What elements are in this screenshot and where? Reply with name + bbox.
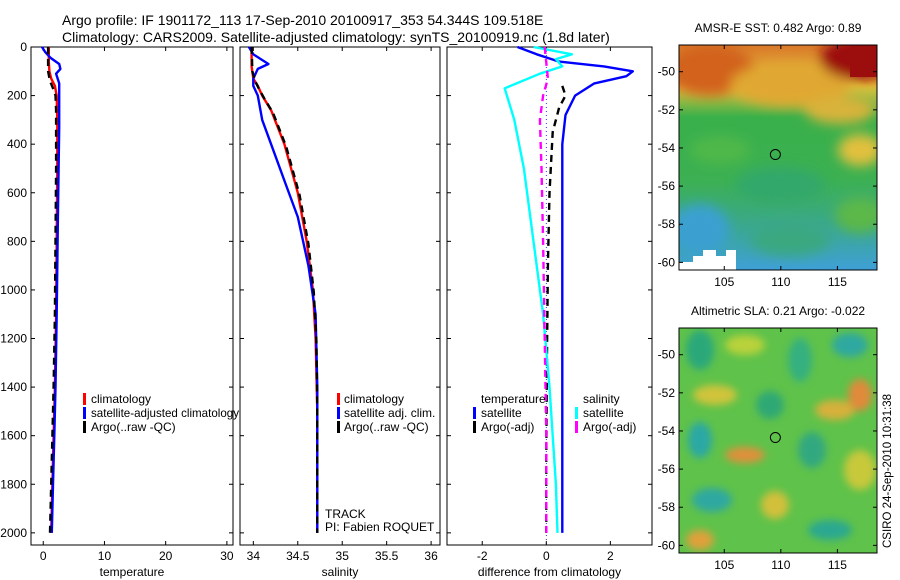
y-tick-label: 800	[7, 234, 27, 248]
sst_map-argo-location-marker	[769, 149, 781, 161]
y-tick-label: -50	[658, 348, 676, 362]
salinity-axes-frame	[239, 46, 441, 546]
y-tick-label: 1400	[0, 380, 27, 394]
y-tick-label: 1800	[0, 477, 27, 491]
legend-swatch-climatology	[83, 393, 86, 405]
legend-swatch-temp-satellite	[473, 407, 476, 419]
x-tick-label: 0	[40, 549, 47, 563]
legend-label-climatology: climatology	[91, 392, 151, 406]
x-tick-label: 105	[714, 275, 734, 289]
difference-series-temperature-satellite	[517, 45, 634, 533]
y-tick-label: 200	[7, 89, 27, 103]
y-tick-label: -56	[658, 179, 676, 193]
sla_map-title: Altimetric SLA: 0.21 Argo: -0.022	[691, 304, 865, 318]
x-tick-label: 105	[714, 558, 734, 572]
legend-label-satellite: satellite-adjusted climatology	[91, 406, 239, 420]
legend-label-argo: Argo(..raw -QC)	[91, 420, 176, 434]
x-tick-label: 36	[424, 549, 438, 563]
legend-label-argo: Argo(..raw -QC)	[344, 420, 429, 434]
x-tick-label: 30	[220, 549, 234, 563]
x-tick-label: 110	[771, 275, 790, 289]
difference-series-salinity-argo-adj	[538, 46, 550, 533]
temperature-series-argo-raw-qc	[46, 47, 58, 533]
salinity-series-argo-raw-qc	[250, 46, 319, 533]
sst_map-title: AMSR-E SST: 0.482 Argo: 0.89	[695, 21, 862, 35]
legend-swatch-sal-satellite	[575, 407, 578, 419]
y-tick-label: -54	[658, 424, 676, 438]
sst-heatmap	[679, 45, 877, 270]
pi-label: PI: Fabien ROQUET	[325, 520, 435, 534]
sst_map-axes-frame	[678, 44, 878, 271]
difference-x-axis-label: difference from climatology	[478, 565, 621, 579]
difference-legend: temperature salinity satellite Argo(-adj…	[473, 392, 636, 434]
y-tick-label: -52	[658, 386, 676, 400]
y-tick-label: 0	[20, 40, 27, 54]
x-tick-label: 110	[771, 558, 790, 572]
y-tick-label: -56	[658, 462, 676, 476]
y-tick-label: 2000	[0, 526, 27, 540]
legend-swatch-climatology	[337, 393, 340, 405]
x-tick-label: 35	[336, 549, 350, 563]
y-tick-label: 1600	[0, 429, 27, 443]
temperature-panel: 0 200 400 600 800 1000 1200 1400 1600 1800 2000 0 10…	[0, 40, 234, 579]
difference-series-salinity-satellite	[503, 45, 574, 533]
legend-swatch-satellite	[337, 407, 340, 419]
figure-title-line-1: Argo profile: IF 1901172_113 17-Sep-2010…	[62, 12, 544, 28]
x-tick-label: 34	[247, 549, 261, 563]
legend-label-climatology: climatology	[344, 392, 404, 406]
legend-swatch-sal-argo	[575, 421, 578, 433]
y-tick-label: 1000	[0, 283, 27, 297]
legend-label-temp-satellite: satellite	[481, 406, 522, 420]
sla-heatmap	[679, 328, 877, 553]
y-tick-label: -52	[658, 103, 676, 117]
csiro-timestamp: CSIRO 24-Sep-2010 10:31:38	[882, 393, 894, 548]
sla_map-argo-location-marker	[769, 432, 781, 444]
y-tick-label: -60	[658, 538, 676, 552]
x-tick-label: 0	[543, 549, 550, 563]
sst-map-panel: -50 -52 -54 -56 -58 -60 105 110 115 AMSR-E SST: 0…	[658, 21, 878, 289]
difference-axes-frame	[446, 46, 653, 546]
legend-swatch-argo	[337, 421, 340, 433]
legend-header-temperature: temperature	[481, 392, 546, 406]
salinity-legend: climatology satellite adj. clim. Argo(..…	[337, 392, 435, 434]
difference-panel: -2 0 2 difference from climatology	[446, 45, 653, 579]
salinity-panel: 34 34.5 35 35.5 36 salinity	[239, 46, 441, 579]
y-tick-label: -54	[658, 141, 676, 155]
legend-swatch-argo	[83, 421, 86, 433]
temperature-x-axis-label: temperature	[100, 565, 165, 579]
legend-header-salinity: salinity	[583, 392, 620, 406]
x-tick-label: 10	[98, 549, 112, 563]
salinity-series-satellite-adj-clim	[247, 46, 319, 533]
y-tick-label: -58	[658, 217, 676, 231]
temperature-legend: climatology satellite-adjusted climatolo…	[83, 392, 239, 434]
y-tick-label: -60	[658, 255, 676, 269]
x-tick-label: -2	[477, 549, 488, 563]
legend-label-temp-argo: Argo(-adj)	[481, 420, 534, 434]
legend-swatch-temp-argo	[473, 421, 476, 433]
temperature-axes-frame	[30, 46, 234, 546]
temperature-series-satellite-adjusted-climatology	[40, 46, 62, 533]
figure-title-line-2: Climatology: CARS2009. Satellite-adjuste…	[62, 29, 610, 45]
sla_map-axes-frame	[678, 327, 878, 554]
x-tick-label: 115	[828, 558, 847, 572]
sla-map-panel: -50 -52 -54 -56 -58 -60 105 110 115 Altimetric SL…	[658, 304, 878, 572]
y-tick-label: -58	[658, 500, 676, 514]
x-tick-label: 34.5	[286, 549, 310, 563]
y-tick-label: 400	[7, 137, 27, 151]
difference-series-temperature-argo-adj	[545, 85, 567, 533]
legend-label-satellite: satellite adj. clim.	[344, 406, 435, 420]
x-tick-label: 2	[607, 549, 614, 563]
x-tick-label: 35.5	[375, 549, 399, 563]
legend-label-sal-satellite: satellite	[583, 406, 624, 420]
legend-swatch-satellite	[83, 407, 86, 419]
x-tick-label: 20	[159, 549, 173, 563]
track-label: TRACK	[325, 507, 366, 521]
y-tick-label: -50	[658, 65, 676, 79]
salinity-x-axis-label: salinity	[322, 565, 359, 579]
y-tick-label: 1200	[0, 332, 27, 346]
x-tick-label: 115	[828, 275, 847, 289]
legend-label-sal-argo: Argo(-adj)	[583, 420, 636, 434]
y-tick-label: 600	[7, 186, 27, 200]
